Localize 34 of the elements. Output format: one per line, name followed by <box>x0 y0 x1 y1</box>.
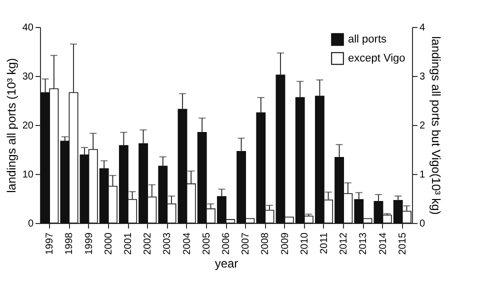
x-tick-label: 2009 <box>280 232 291 255</box>
x-tick-label: 2007 <box>240 232 252 255</box>
y2-tick-label: 2 <box>420 120 426 132</box>
legend-label: all ports <box>348 34 388 46</box>
x-tick-label: 2004 <box>182 232 193 255</box>
x-tick-label: 2013 <box>358 232 370 255</box>
legend-label: except Vigo <box>348 52 406 64</box>
y-tick-label: 30 <box>22 72 34 82</box>
x-tick-label: 2006 <box>221 232 232 255</box>
y-tick-label: 20 <box>22 120 34 132</box>
x-axis-title: year <box>214 256 238 271</box>
y2-axis-title: landings all ports but Vigo(10³ kg) <box>429 36 444 215</box>
y-axis-title: landings all ports (10³ kg) <box>4 58 18 193</box>
y2-tick-label: 3 <box>420 72 426 82</box>
x-tick-label: 2014 <box>378 232 389 255</box>
y2-tick-label: 1 <box>420 170 426 180</box>
x-tick-label: 1998 <box>64 232 76 255</box>
x-tick-label: 2012 <box>338 232 350 255</box>
x-tick-label: 2000 <box>103 232 114 255</box>
x-tick-label: 2010 <box>299 232 310 255</box>
x-tick-label: 2003 <box>162 232 174 255</box>
x-tick-label: 2011 <box>319 232 330 254</box>
y2-tick-label: 0 <box>420 218 426 230</box>
x-tick-label: 2015 <box>397 232 408 255</box>
x-tick-label: 2005 <box>201 232 212 255</box>
y-tick-label: 10 <box>22 170 34 180</box>
x-tick-label: 1997 <box>44 232 56 255</box>
x-tick-label: 1999 <box>84 232 95 255</box>
x-tick-label: 2001 <box>123 232 134 255</box>
y2-tick-label: 4 <box>420 22 426 34</box>
y-tick-label: 0 <box>28 218 34 230</box>
y-tick-label: 40 <box>22 22 34 34</box>
x-tick-label: 2008 <box>260 232 272 255</box>
x-tick-label: 2002 <box>142 232 154 255</box>
